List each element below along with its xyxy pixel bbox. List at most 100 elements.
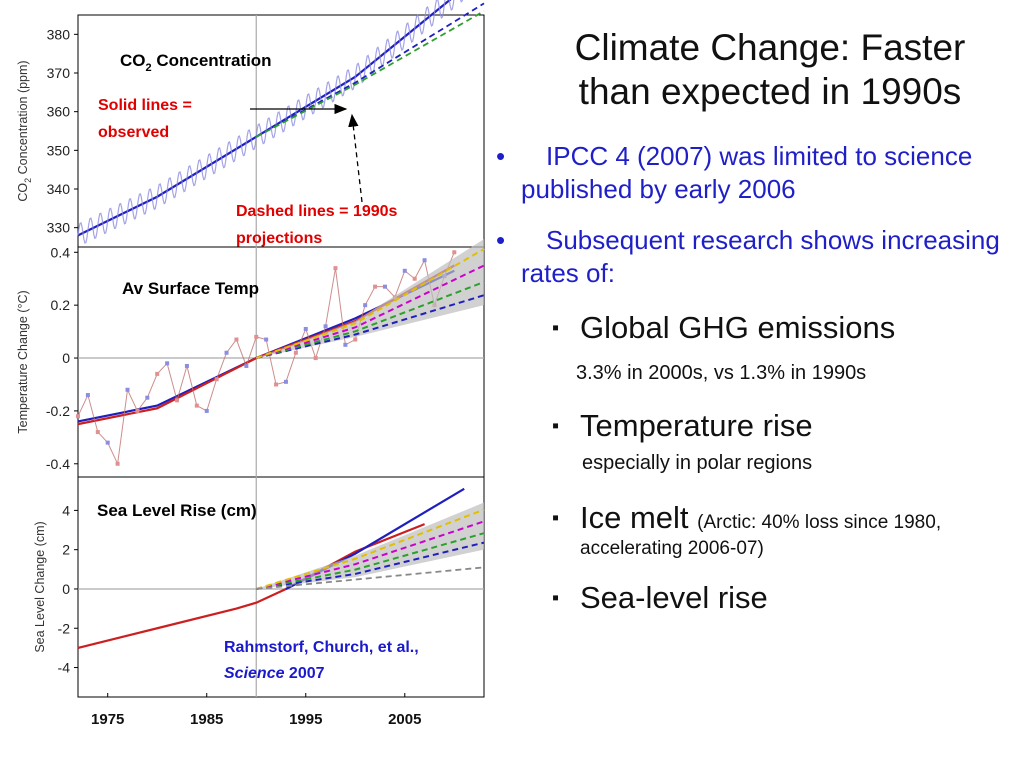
projection-line (256, 566, 485, 590)
temp-annual-point (125, 387, 130, 392)
item-temp: ▪ Temperature rise (552, 408, 813, 444)
bullet-marker: • (496, 225, 506, 255)
y-tick-label: 0.4 (51, 244, 71, 260)
co2-panel-title: CO2 Concentration (120, 51, 272, 74)
y-tick-label: 370 (47, 65, 71, 81)
item-ice-text: Ice melt (580, 500, 689, 535)
temp-annual-point (402, 268, 407, 273)
temp-annual-point (244, 363, 249, 368)
item-ice-detail-b: accelerating 2006-07) (580, 538, 764, 559)
panel-frame-sea (77, 476, 485, 698)
y-tick-label: 360 (47, 104, 71, 120)
y-tick-label: -2 (58, 620, 71, 636)
square-bullet-icon: ▪ (552, 507, 560, 529)
bullet-marker: • (496, 141, 506, 171)
climate-figure: 330 340 350 360 370 380 0.4 0.2 0 -0.2 -0.4 4 2 0 -2 -4… (16, 0, 485, 728)
item-ghg-text: Global GHG emissions (580, 310, 896, 345)
item-ice: ▪ Ice melt (Arctic: 40% loss since 1980, (552, 500, 941, 541)
projection-line (255, 508, 485, 590)
observed-trend-line (77, 0, 452, 237)
temp-annual-point (293, 350, 298, 355)
temp-annual-point (422, 258, 427, 263)
temp-annual-point (343, 342, 348, 347)
projection-line (256, 294, 485, 360)
square-bullet-icon: ▪ (552, 415, 560, 437)
temp-annual-point (145, 395, 150, 400)
temp-annual-point (155, 371, 160, 376)
temp-annual-point (303, 326, 308, 331)
bullet-ipcc: • IPCC 4 (2007) was limited to science p… (496, 140, 1016, 206)
y-tick-label: 380 (47, 26, 71, 42)
citation-journal: Science 2007 (224, 665, 325, 682)
slide-title-line2: than expected in 1990s (578, 71, 962, 112)
projection-band (256, 239, 484, 359)
temp-annual-point (353, 337, 358, 342)
temp-annual-point (76, 414, 80, 419)
projection-line (255, 10, 485, 138)
y-tick-label: 340 (47, 181, 71, 197)
slide-title: Climate Change: Faster than expected in … (520, 26, 1020, 114)
temp-annual-point (175, 398, 180, 403)
citation-authors: Rahmstorf, Church, et al., (224, 639, 419, 656)
x-tick-label: 1995 (289, 711, 322, 728)
sea-panel-title: Sea Level Rise (cm) (97, 501, 257, 520)
temp-annual-point (373, 284, 378, 289)
temp-annual-point (184, 363, 189, 368)
slide-title-line1: Climate Change: Faster (574, 27, 966, 68)
bullet-research-text: Subsequent research shows increasing rat… (521, 225, 1000, 288)
y-tick-label: 2 (62, 542, 70, 558)
co2-seasonal-line (77, 0, 463, 244)
temp-annual-point (363, 303, 368, 308)
temp-annual-point (204, 408, 209, 413)
projection-band (256, 502, 484, 589)
projection-annotation-line2: projections (236, 230, 322, 247)
temp-annual-point (95, 430, 100, 435)
temp-y-axis-label: Temperature Change (°C) (16, 290, 30, 433)
temp-annual-point (194, 403, 199, 408)
bullet-ipcc-text: IPCC 4 (2007) was limited to science pub… (521, 141, 973, 204)
item-ghg: ▪ Global GHG emissions (552, 310, 895, 346)
square-bullet-icon: ▪ (552, 317, 560, 339)
temp-annual-point (283, 379, 288, 384)
temp-annual-point (105, 440, 110, 445)
sea-y-axis-label: Sea Level Change (cm) (33, 521, 47, 652)
projection-annotation-line1: Dashed lines = 1990s (236, 203, 398, 220)
y-tick-label: 4 (62, 502, 70, 518)
observed-annotation-line2: observed (98, 124, 169, 141)
observed-trend-line (77, 523, 425, 649)
y-tick-label: 350 (47, 142, 71, 158)
temp-annual-point (412, 276, 417, 281)
x-tick-label: 2005 (388, 711, 421, 728)
item-sea-text: Sea-level rise (580, 580, 768, 615)
projection-line (256, 532, 485, 590)
temp-annual-point (313, 356, 318, 361)
item-ghg-detail: 3.3% in 2000s, vs 1.3% in 1990s (576, 362, 867, 384)
y-tick-label: 0 (62, 350, 70, 366)
temp-annual-point (452, 250, 457, 255)
item-sea: ▪ Sea-level rise (552, 580, 768, 616)
projection-line (256, 520, 485, 590)
y-tick-label: 0 (62, 581, 70, 597)
y-tick-label: -4 (58, 660, 71, 676)
projection-line (255, 248, 485, 359)
temp-annual-point (234, 337, 239, 342)
temp-annual-point (333, 266, 338, 271)
temp-annual-point (254, 334, 259, 339)
temp-annual-point (323, 324, 328, 329)
temp-annual-point (85, 393, 90, 398)
projection-line (255, 2, 485, 138)
co2-y-axis-label: CO2 Concentration (ppm) (16, 60, 33, 201)
item-temp-text: Temperature rise (580, 408, 813, 443)
item-ice-detail-a: (Arctic: 40% loss since 1980, (697, 512, 942, 533)
y-tick-label: 0.2 (51, 297, 71, 313)
temp-panel-title: Av Surface Temp (122, 279, 259, 298)
square-bullet-icon: ▪ (552, 587, 560, 609)
bullet-research: • Subsequent research shows increasing r… (496, 224, 1016, 290)
projection-line (255, 281, 485, 360)
temp-annual-point (264, 337, 269, 342)
x-tick-label: 1985 (190, 711, 223, 728)
item-temp-detail: especially in polar regions (582, 452, 813, 474)
temp-annual-point (224, 350, 229, 355)
temp-annual-point (135, 408, 140, 413)
temp-annual-point (165, 361, 170, 366)
